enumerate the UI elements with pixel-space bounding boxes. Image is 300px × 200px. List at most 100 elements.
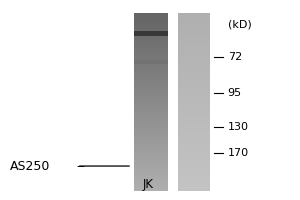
Bar [178, 153, 210, 154]
Bar [134, 174, 168, 175]
Bar [178, 187, 210, 188]
Bar [134, 133, 168, 134]
Bar [178, 109, 210, 110]
Bar [178, 76, 210, 77]
Bar [134, 86, 168, 87]
Bar [134, 85, 168, 86]
Bar [134, 173, 168, 174]
Bar [134, 119, 168, 120]
Bar [178, 139, 210, 140]
Bar [134, 96, 168, 97]
Bar [134, 130, 168, 131]
Bar [178, 86, 210, 87]
Bar [178, 147, 210, 148]
Text: 170: 170 [228, 148, 249, 158]
Bar [134, 37, 168, 38]
Bar [178, 166, 210, 167]
Bar [178, 123, 210, 124]
Bar [178, 119, 210, 120]
Bar [178, 77, 210, 78]
Bar [178, 182, 210, 183]
Bar [178, 50, 210, 51]
Bar [178, 84, 210, 85]
Bar [134, 171, 168, 172]
Bar [134, 179, 168, 180]
Bar [134, 108, 168, 109]
Bar [134, 183, 168, 184]
Bar [178, 167, 210, 168]
Bar [178, 43, 210, 44]
Bar [134, 107, 168, 108]
Bar [134, 91, 168, 92]
Bar [178, 25, 210, 26]
Bar [134, 75, 168, 76]
Bar [134, 94, 168, 95]
Bar [134, 76, 168, 77]
Bar [178, 137, 210, 138]
Bar [134, 101, 168, 102]
Bar [178, 93, 210, 94]
Bar [134, 150, 168, 151]
Bar [178, 128, 210, 129]
Bar [134, 178, 168, 179]
Bar [134, 186, 168, 187]
Bar [178, 66, 210, 67]
Bar [178, 122, 210, 123]
Bar [134, 51, 168, 52]
Bar [134, 149, 168, 150]
Bar [178, 189, 210, 190]
Bar [134, 189, 168, 190]
Bar [178, 108, 210, 109]
Bar [178, 74, 210, 75]
Bar [178, 106, 210, 107]
Bar [134, 82, 168, 83]
Bar [178, 173, 210, 174]
Bar [134, 15, 168, 16]
Bar [178, 183, 210, 184]
Bar [134, 169, 168, 170]
Bar [178, 41, 210, 42]
Text: --: -- [77, 160, 86, 173]
Bar [178, 129, 210, 130]
Bar [178, 138, 210, 139]
Bar [178, 36, 210, 37]
Bar [134, 121, 168, 122]
Bar [134, 57, 168, 58]
Bar [178, 124, 210, 125]
Bar [178, 186, 210, 187]
Bar [178, 116, 210, 117]
Bar [178, 38, 210, 39]
Bar [134, 138, 168, 139]
Bar [178, 102, 210, 103]
Bar [178, 69, 210, 70]
Text: AS250: AS250 [10, 160, 50, 173]
Bar [134, 30, 168, 31]
Bar [134, 162, 168, 163]
Bar [134, 54, 168, 55]
Bar [178, 155, 210, 156]
Bar [134, 123, 168, 124]
Bar [178, 27, 210, 28]
Bar [178, 18, 210, 19]
Bar [178, 54, 210, 55]
Bar [178, 172, 210, 173]
Bar [178, 23, 210, 24]
Bar [134, 49, 168, 50]
Bar [178, 61, 210, 62]
Bar [134, 180, 168, 181]
Bar [178, 118, 210, 119]
Bar [178, 120, 210, 121]
Bar [134, 135, 168, 136]
Bar [134, 116, 168, 117]
Bar [134, 126, 168, 127]
Bar [178, 13, 210, 14]
Bar [134, 104, 168, 105]
Bar [178, 37, 210, 38]
Bar [178, 97, 210, 98]
Bar [178, 181, 210, 182]
Bar [134, 21, 168, 22]
Bar [178, 58, 210, 59]
Bar [134, 144, 168, 145]
Bar [134, 22, 168, 23]
Bar [134, 29, 168, 30]
